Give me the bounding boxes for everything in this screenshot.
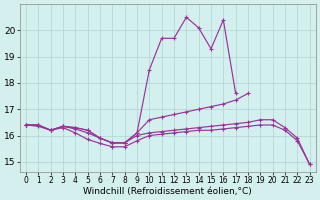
X-axis label: Windchill (Refroidissement éolien,°C): Windchill (Refroidissement éolien,°C)	[84, 187, 252, 196]
